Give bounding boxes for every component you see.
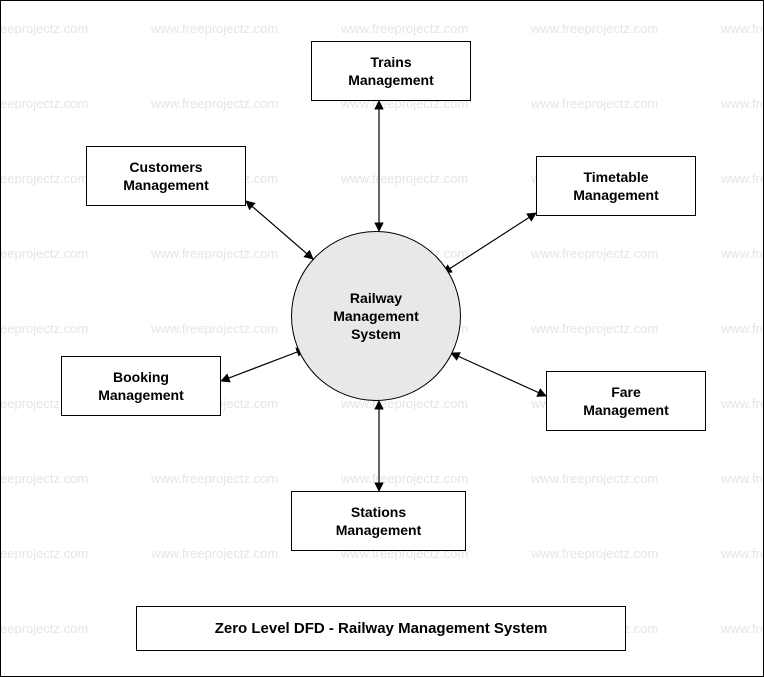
center-process: RailwayManagementSystem	[291, 231, 461, 401]
entity-booking-label: BookingManagement	[98, 368, 184, 404]
entity-fare: FareManagement	[546, 371, 706, 431]
entity-stations-label: StationsManagement	[336, 503, 422, 539]
diagram-caption: Zero Level DFD - Railway Management Syst…	[136, 606, 626, 651]
edge	[451, 353, 546, 396]
entity-trains: TrainsManagement	[311, 41, 471, 101]
entity-stations: StationsManagement	[291, 491, 466, 551]
entity-trains-label: TrainsManagement	[348, 53, 434, 89]
diagram-caption-text: Zero Level DFD - Railway Management Syst…	[215, 620, 548, 637]
diagram-canvas: www.freeprojectz.comwww.freeprojectz.com…	[0, 0, 764, 677]
center-process-label: RailwayManagementSystem	[333, 289, 419, 344]
entity-fare-label: FareManagement	[583, 383, 669, 419]
edge	[443, 213, 536, 273]
entity-booking: BookingManagement	[61, 356, 221, 416]
entity-customers: CustomersManagement	[86, 146, 246, 206]
entity-timetable: TimetableManagement	[536, 156, 696, 216]
entity-customers-label: CustomersManagement	[123, 158, 209, 194]
edge	[246, 201, 313, 259]
edge	[221, 349, 305, 381]
entity-timetable-label: TimetableManagement	[573, 168, 659, 204]
